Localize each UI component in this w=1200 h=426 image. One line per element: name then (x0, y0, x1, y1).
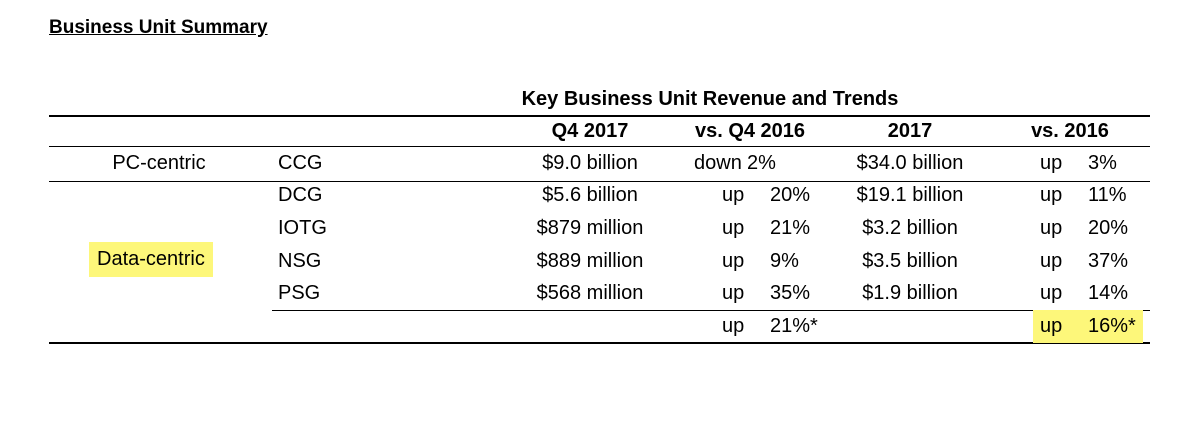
row-fy-change: up 3% (1040, 152, 1117, 174)
row-unit: CCG (278, 152, 323, 174)
table-caption: Key Business Unit Revenue and Trends (521, 88, 899, 110)
pc-centric-rule (49, 181, 1150, 182)
row-q4-revenue: $889 million (536, 250, 644, 272)
row-q4-change: down 2% (694, 152, 776, 174)
col-header-vs-2016: vs. 2016 (1031, 120, 1109, 142)
table-bottom-rule (49, 342, 1150, 344)
col-header-q4-2017: Q4 2017 (551, 120, 629, 142)
row-fy-change: up 11% (1040, 184, 1127, 206)
row-fy-revenue: $3.5 billion (862, 250, 958, 272)
row-fy-change: up 20% (1040, 217, 1129, 239)
subtotal-rule (272, 310, 1150, 311)
row-fy-change: up 14% (1040, 282, 1129, 304)
row-q4-revenue: $879 million (536, 217, 644, 239)
row-q4-change: up 21% (722, 217, 811, 239)
total-fy-change: up 16%* (1033, 310, 1143, 343)
header-rule (49, 146, 1150, 147)
row-unit: NSG (278, 250, 322, 272)
row-unit: IOTG (278, 217, 327, 239)
col-header-vs-q4-2016: vs. Q4 2016 (694, 120, 806, 142)
row-fy-revenue: $19.1 billion (856, 184, 964, 206)
row-q4-change: up 20% (722, 184, 811, 206)
page-title: Business Unit Summary (49, 17, 268, 38)
table-top-rule (49, 115, 1150, 117)
row-q4-revenue: $568 million (536, 282, 644, 304)
col-header-2017: 2017 (887, 120, 933, 142)
row-q4-change: up 35% (722, 282, 811, 304)
segment-pc-centric: PC-centric (112, 152, 206, 174)
total-q4-change: up 21%* (722, 315, 818, 337)
row-fy-revenue: $3.2 billion (862, 217, 958, 239)
row-fy-revenue: $34.0 billion (856, 152, 964, 174)
row-unit: DCG (278, 184, 323, 206)
row-unit: PSG (278, 282, 321, 304)
row-fy-change: up 37% (1040, 250, 1129, 272)
row-q4-revenue: $9.0 billion (542, 152, 638, 174)
row-q4-revenue: $5.6 billion (542, 184, 638, 206)
row-q4-change: up 9% (722, 250, 799, 272)
row-fy-revenue: $1.9 billion (862, 282, 958, 304)
segment-data-centric: Data-centric (89, 242, 213, 277)
